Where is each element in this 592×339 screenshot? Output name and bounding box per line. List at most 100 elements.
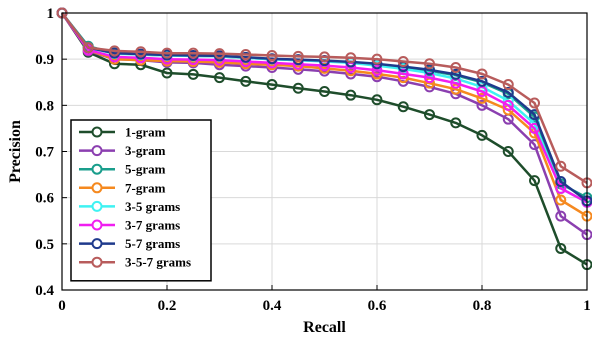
data-point [397,101,409,113]
data-point [345,68,357,80]
data-point [555,194,567,206]
legend-entry: 5-7 grams [79,236,180,251]
legend: 1-gram 3-gram 5-gram 7-gram 3-5 grams 3-7 gra… [70,119,212,282]
data-point [371,64,383,76]
data-point [502,86,514,98]
data-point [450,61,462,73]
data-point [240,75,252,87]
series-line [60,12,588,266]
x-tick-label: 0.4 [263,298,282,314]
data-point [450,117,462,129]
data-point [214,72,225,84]
legend-label: 7-gram [125,180,166,195]
data-point [266,53,278,65]
data-point [371,94,383,106]
legend-marker [91,182,103,194]
legend-marker [91,145,103,157]
data-point [187,47,199,59]
data-point [397,55,409,67]
series-3-5-7-grams [56,7,592,189]
x-tick-label: 0.8 [473,298,492,314]
data-point [424,64,435,76]
data-point [529,175,540,187]
data-point [476,85,488,97]
data-point [424,58,435,70]
data-point [240,49,252,61]
legend-marker [91,256,103,268]
data-point [292,50,304,62]
legend-entry: 3-7 grams [79,218,180,233]
data-point [502,99,514,111]
y-axis-title: Precision [7,120,24,183]
y-tick-label: 0.6 [35,191,54,207]
data-point [161,67,173,79]
data-point [555,176,567,188]
legend-label: 3-gram [125,143,166,158]
legend-entry: 3-5 grams [79,199,180,214]
series-layer [56,7,592,271]
data-point [371,53,383,65]
axis-ticks: 0 0.2 0.4 0.6 0.8 1 0.4 0.5 0.6 0.7 0.8 0.9 1 [35,6,591,314]
data-point [266,79,278,91]
data-point [161,47,173,59]
y-tick-label: 0.4 [35,283,54,299]
legend-entry: 3-gram [79,143,166,158]
legend-entry: 1-gram [79,125,166,140]
data-point [109,45,120,57]
data-point [345,52,357,64]
data-point [476,75,488,87]
legend-label: 1-gram [125,125,166,140]
data-point [292,54,304,66]
y-tick-label: 1 [47,6,55,22]
data-point [266,49,278,61]
legend-entry: 5-gram [79,162,166,177]
legend-entry: 3-5-7 grams [79,255,191,270]
data-point [292,82,304,94]
data-point [135,46,147,58]
series-line [60,12,588,218]
data-point [424,72,435,84]
data-point [319,51,330,63]
legend-marker [91,126,103,138]
data-point [555,182,567,194]
data-point [476,99,488,111]
legend-label: 3-5-7 grams [125,255,191,270]
y-tick-label: 0.7 [35,145,54,161]
y-tick-label: 0.9 [35,52,54,68]
data-point [450,83,462,95]
legend-label: 5-7 grams [125,236,180,251]
data-point [555,242,567,254]
data-point [187,68,199,80]
legend-label: 3-7 grams [125,218,180,233]
data-point [529,97,540,109]
data-point [476,129,488,141]
data-point [345,89,357,101]
data-point [555,210,567,222]
data-point [555,160,567,172]
y-tick-label: 0.8 [35,98,54,114]
x-tick-label: 1 [583,298,591,314]
legend-marker [91,200,103,212]
legend-marker [91,163,103,175]
legend-label: 5-gram [125,162,166,177]
data-point [397,68,409,80]
data-point [319,85,330,97]
x-tick-label: 0 [58,298,66,314]
data-point [502,146,514,157]
series-line [61,12,588,184]
data-point [450,68,462,80]
data-point [476,68,488,80]
data-point [82,42,94,54]
x-axis-title: Recall [303,319,346,336]
y-tick-label: 0.5 [35,237,54,253]
legend-entry: 7-gram [79,180,166,195]
legend-marker [91,219,103,231]
data-point [214,48,225,60]
legend-marker [91,238,103,250]
data-point [476,92,488,104]
x-tick-label: 0.2 [158,298,177,314]
x-tick-label: 0.6 [368,298,387,314]
data-point [424,109,435,121]
legend-label: 3-5 grams [125,199,180,214]
